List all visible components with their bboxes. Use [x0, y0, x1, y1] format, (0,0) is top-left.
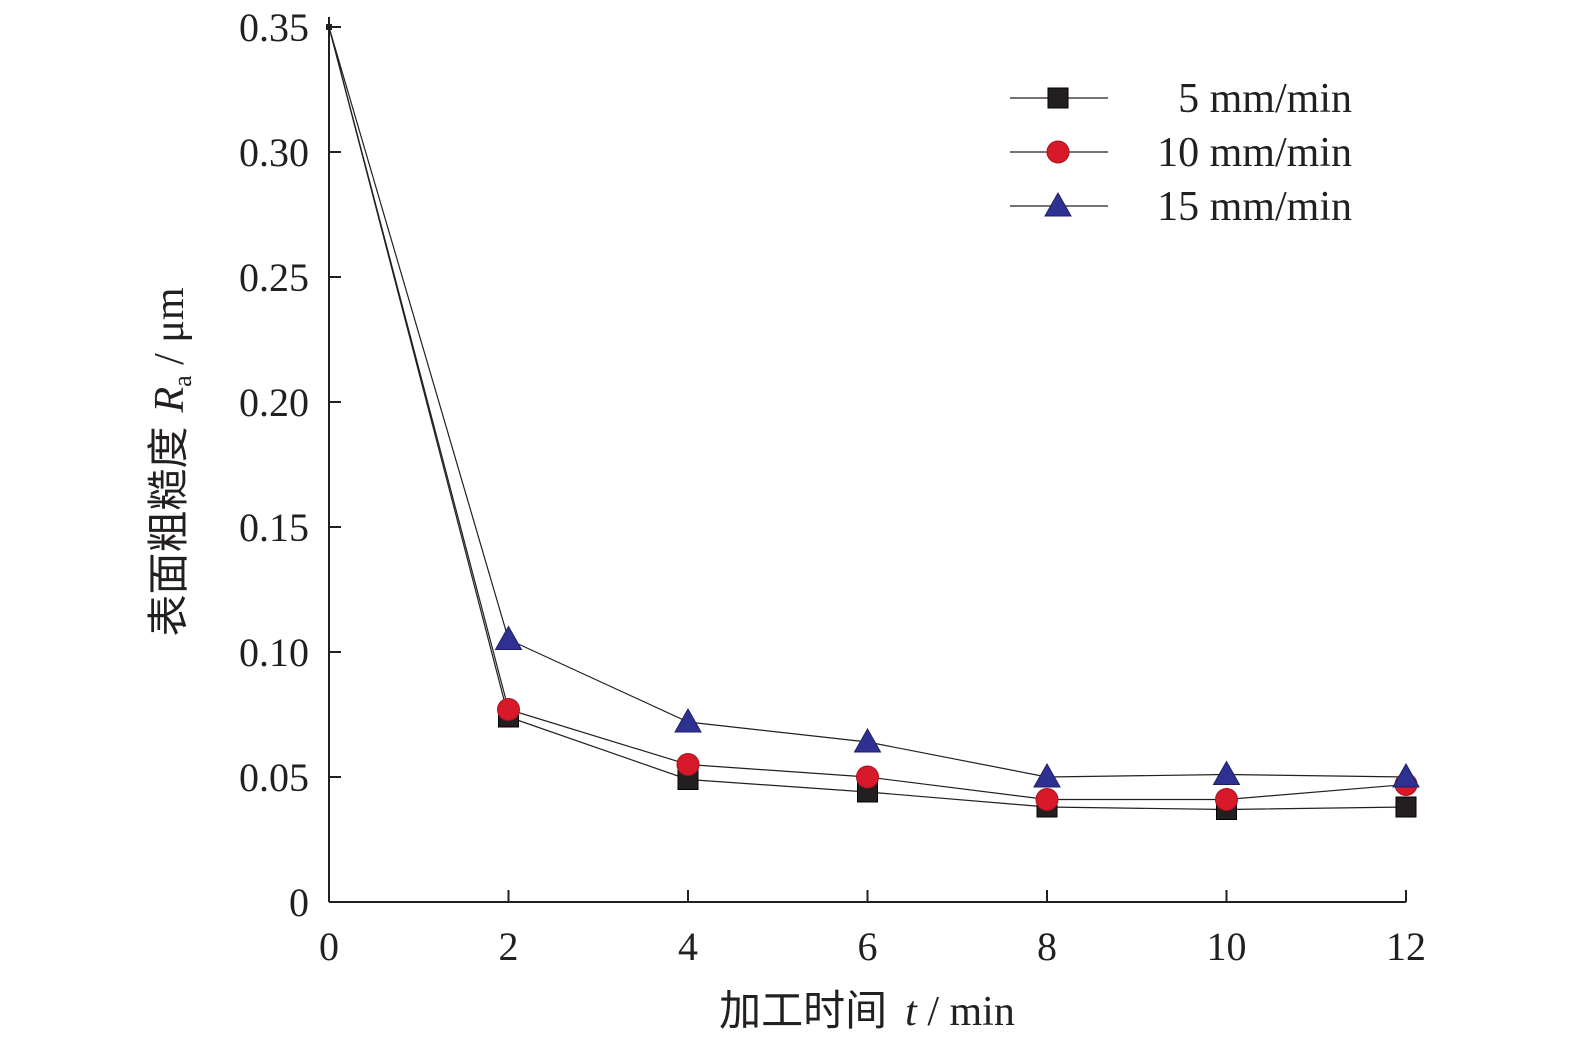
data-point-3 [853, 727, 882, 753]
data-point-3 [494, 625, 523, 650]
legend-marker [1044, 191, 1072, 217]
x-tick-label: 2 [499, 924, 519, 969]
x-tick-label: 6 [858, 924, 878, 969]
y-tick-label: 0.25 [239, 255, 309, 300]
data-point-2 [1215, 788, 1238, 811]
y-axis-title-unit: / μm [147, 287, 193, 375]
data-point-2 [1035, 788, 1059, 811]
legend-marker [1047, 87, 1069, 109]
data-point-3 [1212, 760, 1241, 785]
y-axis-title-sub: a [168, 375, 197, 387]
x-tick-label: 4 [678, 924, 698, 969]
data-point-2 [497, 698, 520, 721]
x-tick-label: 10 [1207, 924, 1247, 969]
data-point-3 [674, 707, 702, 733]
x-axis-title-var: t [905, 989, 918, 1035]
y-axis-title: 表面粗糙度 Ra / μm [147, 287, 197, 636]
legend-marker [1046, 140, 1070, 164]
y-tick-label: 0.10 [239, 630, 309, 675]
y-tick-label: 0.35 [239, 5, 309, 50]
x-axis-title-text: 加工时间 [719, 989, 887, 1035]
data-point-3 [326, 24, 332, 30]
data-point-1 [1395, 796, 1417, 818]
data-point-3 [1392, 762, 1420, 788]
x-tick-label: 12 [1386, 924, 1426, 969]
x-ticks: 0 2 4 6 8 10 12 [319, 890, 1426, 969]
data-point-2 [676, 753, 700, 776]
data-point-2 [856, 765, 879, 789]
y-axis-title-text: 表面粗糙度 [147, 427, 193, 637]
legend-label: 5 mm/min [1178, 76, 1352, 122]
y-tick-label: 0.15 [239, 505, 309, 550]
x-tick-label: 0 [319, 924, 339, 969]
legend-label: 15 mm/min [1157, 184, 1352, 230]
y-tick-label: 0.30 [239, 130, 309, 175]
x-tick-label: 8 [1037, 924, 1057, 969]
y-axis-title-var: R [147, 387, 193, 414]
y-tick-label: 0.05 [239, 755, 309, 800]
series-markers [326, 24, 1420, 820]
legend: 5 mm/min 10 mm/min 15 mm/min [1010, 76, 1352, 230]
x-axis-title: 加工时间 t / min [719, 989, 1015, 1035]
legend-label: 10 mm/min [1157, 130, 1352, 176]
y-tick-label: 0 [289, 880, 309, 925]
x-axis-title-unit: / min [917, 989, 1015, 1035]
y-tick-label: 0.20 [239, 380, 309, 425]
y-ticks: 0 0.05 0.10 0.15 0.20 0.25 0.30 0.35 [239, 5, 341, 925]
data-point-3 [1033, 762, 1061, 788]
